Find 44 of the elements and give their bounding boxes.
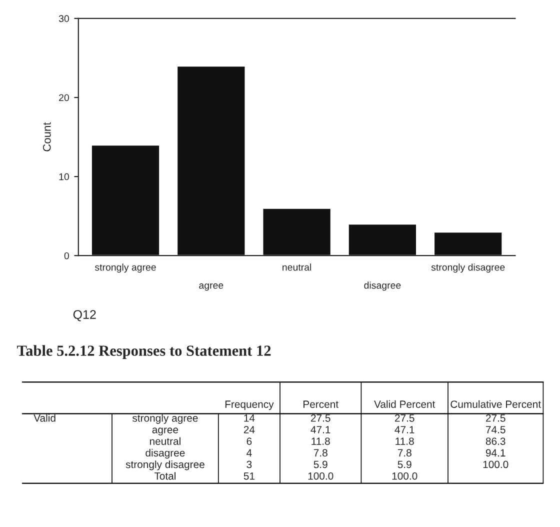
text: 74.5	[486, 426, 506, 434]
text: 5.9	[314, 460, 328, 468]
text: 51	[244, 472, 254, 480]
text: 3	[246, 460, 252, 468]
category-label: strongly disagree	[126, 460, 204, 470]
text: Total	[154, 472, 176, 480]
text: 100.0	[483, 460, 508, 468]
text: 5.9	[398, 460, 412, 468]
text: Cumulative Percent	[450, 400, 541, 408]
y-tick-label: 0	[64, 252, 69, 260]
text: Frequency	[225, 400, 274, 410]
text: 7.8	[398, 449, 412, 457]
x-axis-title: Q12	[73, 310, 96, 322]
text: 11.8	[312, 438, 330, 445]
text: 4	[246, 449, 252, 456]
category-label: strongly agree	[132, 414, 198, 424]
text: 24	[244, 426, 255, 434]
text: 100.0	[308, 472, 334, 480]
text: Percent	[304, 400, 338, 408]
category-label: disagree	[146, 448, 185, 459]
text: 86.3	[486, 438, 506, 445]
text: 27.5	[310, 414, 330, 422]
y-tick-label: 10	[59, 173, 69, 180]
caption: Table 5.2.12 Responses to Statement 12	[17, 345, 271, 359]
category-label: neutral	[150, 437, 180, 445]
text: 47.1	[310, 426, 330, 434]
text: 100.0	[392, 472, 418, 480]
text: 27.5	[486, 414, 506, 422]
category-label: agree	[152, 428, 178, 436]
text: 47.1	[394, 426, 414, 434]
x-tick-label: strongly agree	[94, 264, 156, 273]
y-tick-label: 20	[59, 94, 69, 102]
x-tick-label: neutral	[282, 264, 312, 271]
text: 27.5	[394, 414, 414, 422]
y-tick-label: 30	[58, 15, 69, 22]
text: 7.8	[314, 449, 328, 457]
text: 94.1	[486, 449, 506, 457]
text: 14	[244, 414, 255, 422]
x-tick-label: strongly disagree	[431, 264, 505, 273]
text: 6	[246, 438, 252, 445]
text: 11.8	[396, 438, 414, 445]
text: Valid Percent	[374, 400, 436, 408]
y-axis-title: Count	[42, 122, 51, 152]
text: Valid	[34, 414, 56, 422]
